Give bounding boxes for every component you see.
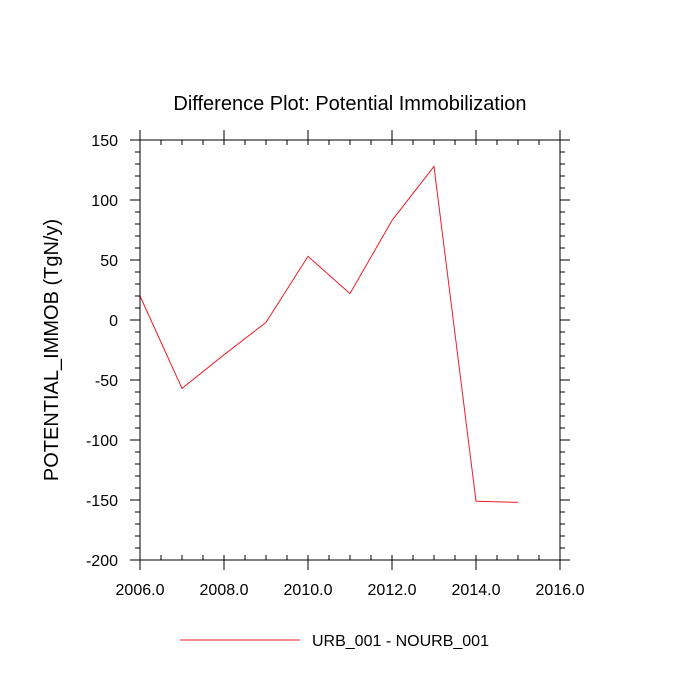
series-line: [139, 165, 519, 503]
chart-title: Difference Plot: Potential Immobilizatio…: [173, 93, 526, 115]
legend: URB_001 - NOURB_001: [180, 633, 489, 650]
y-tick-label: 50: [100, 253, 118, 270]
x-tick-label: 2012.0: [368, 582, 417, 599]
tick-labels: 2006.0 2008.0 2010.0 2012.0 2014.0 2016.0 150 1…: [86, 133, 585, 599]
x-tick-label: 2006.0: [116, 582, 165, 599]
y-axis-label: POTENTIAL_IMMOB (TgN/y): [41, 219, 63, 481]
x-tick-label: 2010.0: [284, 582, 333, 599]
legend-label: URB_001 - NOURB_001: [312, 633, 489, 650]
plot-frame: [139, 139, 561, 561]
y-tick-label: -150: [86, 493, 118, 510]
y-tick-label: 100: [91, 193, 118, 210]
series-layer: [139, 165, 519, 503]
y-tick-label: 150: [91, 133, 118, 150]
y-tick-label: -100: [86, 433, 118, 450]
y-tick-label: -50: [95, 373, 118, 390]
major-ticks: [130, 130, 570, 570]
x-tick-label: 2016.0: [536, 582, 585, 599]
x-tick-label: 2008.0: [200, 582, 249, 599]
y-tick-label: -200: [86, 553, 118, 570]
minor-ticks: [135, 139, 565, 561]
x-tick-label: 2014.0: [452, 582, 501, 599]
y-tick-label: 0: [109, 313, 118, 330]
